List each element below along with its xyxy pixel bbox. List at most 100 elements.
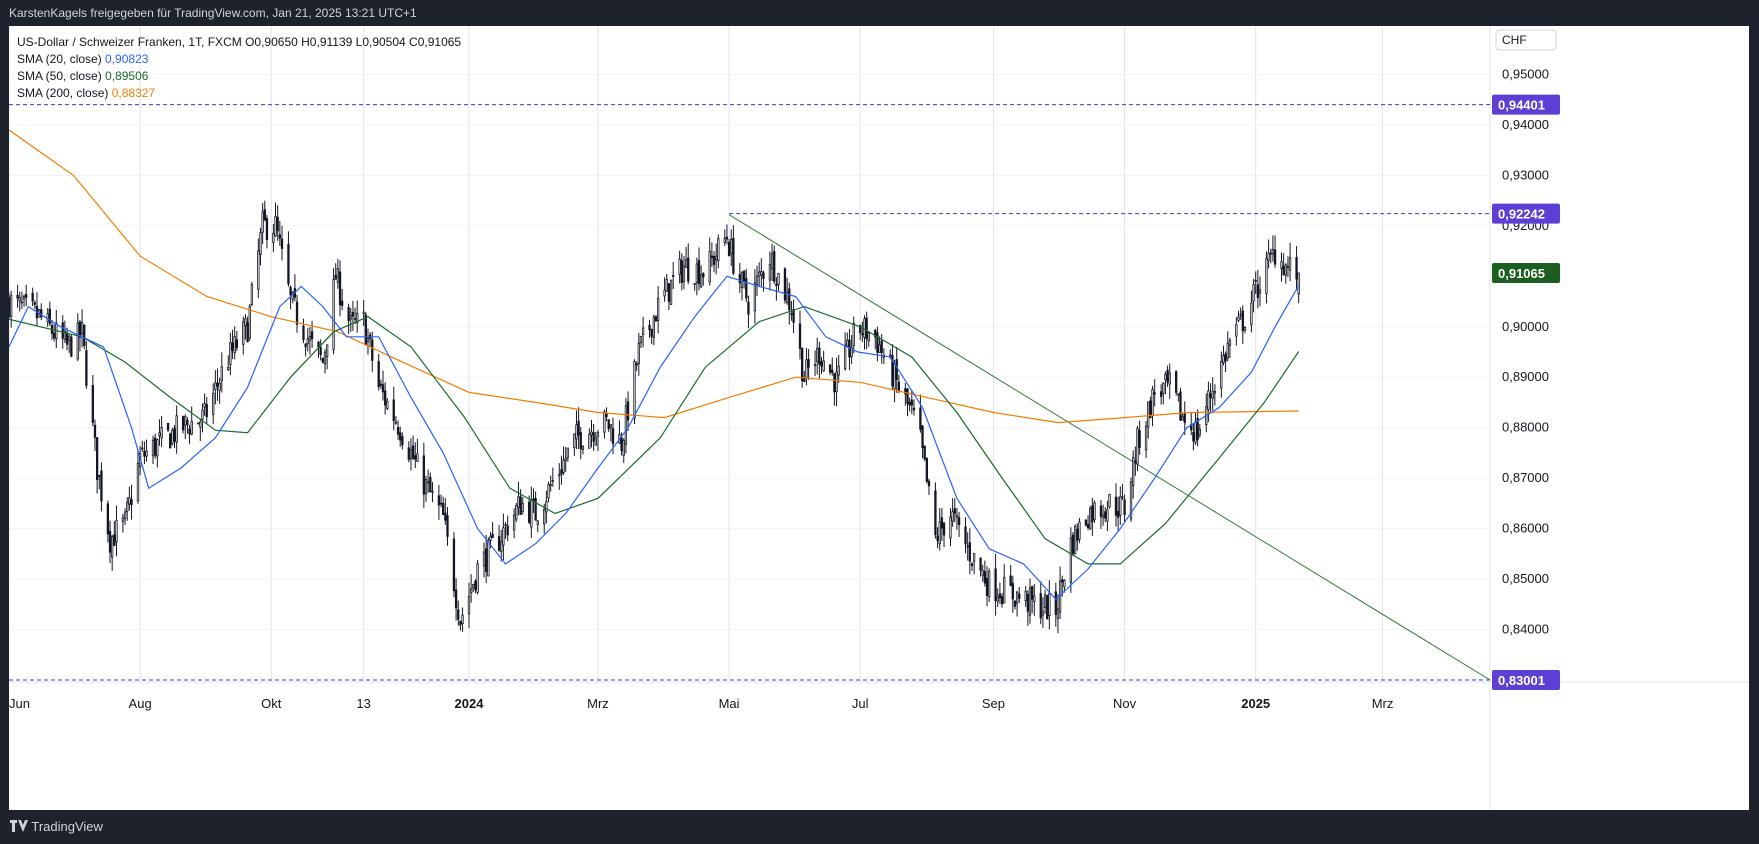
legend-symbol-row: US-Dollar / Schweizer Franken, 1T, FXCM … — [17, 34, 461, 51]
candle — [414, 442, 417, 469]
candle — [500, 529, 503, 562]
candle-body — [665, 279, 668, 292]
candle — [702, 272, 705, 286]
price-tick-label: 0,89000 — [1502, 369, 1549, 384]
candle — [532, 488, 535, 513]
tradingview-logo[interactable]: TradingView — [10, 810, 103, 844]
chart-frame[interactable]: 0,95000 0,94000 0,93000 0,92000 0,90000 0,890… — [9, 26, 1749, 810]
candle-body — [439, 502, 443, 505]
candle — [1093, 500, 1096, 523]
candle — [186, 417, 189, 434]
candle — [411, 435, 415, 461]
candle-body — [951, 511, 954, 522]
candle-body — [63, 330, 67, 340]
candle — [740, 270, 744, 301]
candle-body — [349, 315, 352, 320]
candle — [506, 515, 509, 542]
candle-body — [377, 361, 380, 388]
candle-body — [889, 354, 892, 357]
candle — [972, 553, 976, 575]
candle — [1243, 326, 1247, 334]
candle-body — [521, 503, 524, 512]
candle-body — [740, 272, 744, 288]
candle — [158, 419, 161, 446]
candle — [293, 274, 297, 302]
legend-sma20-row[interactable]: SMA (20, close) 0,90823 — [17, 51, 461, 68]
candle-body — [910, 399, 913, 406]
candle — [942, 521, 946, 548]
candle-body — [867, 332, 870, 342]
candle-body — [1284, 264, 1287, 276]
candle-body — [474, 580, 477, 590]
candle-body — [730, 239, 733, 254]
candle-body — [603, 411, 606, 433]
candle-body — [442, 502, 445, 515]
candle — [1237, 310, 1240, 323]
candle — [635, 361, 638, 372]
candle-body — [1018, 593, 1021, 599]
candle-body — [1108, 493, 1111, 508]
candle-body — [156, 439, 159, 457]
candle-body — [80, 322, 84, 334]
candle-body — [678, 258, 681, 275]
candle-body — [1144, 425, 1148, 451]
legend-sma50-row[interactable]: SMA (50, close) 0,89506 — [17, 68, 461, 85]
candle-body — [656, 297, 660, 321]
candle — [100, 462, 103, 512]
candle-body — [407, 447, 410, 460]
ohlc-open: O0,90650 — [245, 35, 298, 49]
currency-button[interactable]: CHF — [1495, 29, 1557, 51]
candle — [953, 498, 956, 523]
candle-body — [605, 413, 608, 417]
candle-body — [1136, 427, 1139, 465]
candle-body — [216, 382, 219, 387]
price-chart[interactable]: 0,950000,940000,930000,920000,900000,890… — [9, 26, 1749, 810]
candle — [725, 224, 729, 245]
level-price-tag: 0,94401 — [1492, 94, 1560, 115]
candle-body — [560, 469, 563, 475]
ohlc-high: H0,91139 — [301, 35, 353, 49]
candle-body — [957, 517, 961, 526]
candle — [491, 522, 494, 539]
legend-sma200-row[interactable]: SMA (200, close) 0,88327 — [17, 85, 461, 102]
candle-body — [994, 568, 997, 601]
candle-body — [113, 534, 116, 546]
candle-body — [620, 437, 623, 451]
candle — [747, 295, 750, 329]
candle-body — [592, 432, 595, 442]
candle-body — [777, 272, 780, 285]
candle-body — [242, 321, 245, 345]
candle-body — [1254, 279, 1257, 282]
candle-body — [921, 425, 924, 449]
candle-body — [231, 342, 234, 351]
candle-body — [938, 521, 941, 545]
candle — [467, 582, 471, 629]
candle — [356, 300, 359, 333]
candle-body — [491, 533, 494, 539]
candle-body — [422, 455, 426, 495]
candle-body — [1078, 521, 1081, 540]
candle-body — [136, 462, 140, 502]
candle — [760, 258, 763, 287]
candle — [1252, 278, 1255, 313]
candle — [1222, 345, 1225, 366]
candle-body — [633, 361, 636, 419]
candle-body — [1054, 591, 1057, 615]
candle-body — [923, 445, 926, 460]
candle — [289, 285, 292, 310]
candle — [351, 300, 355, 331]
candle — [98, 474, 101, 490]
candle — [476, 559, 479, 595]
candle — [844, 332, 847, 371]
candle — [919, 394, 922, 433]
candle-body — [1056, 608, 1060, 619]
candle-body — [669, 279, 673, 305]
candle-body — [717, 238, 720, 262]
candle-body — [745, 278, 748, 299]
candle — [1084, 518, 1088, 527]
candle — [970, 562, 974, 571]
candle-body — [394, 421, 398, 424]
candle-body — [48, 308, 51, 324]
candle-body — [968, 542, 971, 562]
candle — [368, 331, 372, 348]
